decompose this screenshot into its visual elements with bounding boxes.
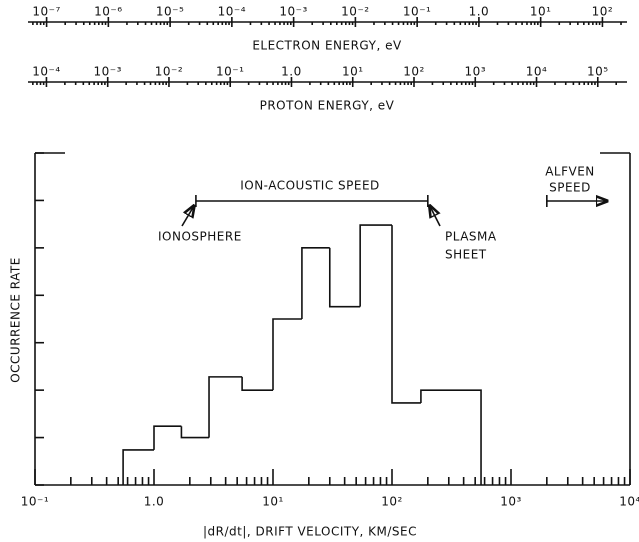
annotation: PLASMA bbox=[445, 230, 497, 244]
pointer bbox=[181, 206, 194, 227]
x-tick-label: 10⁻⁴ bbox=[218, 5, 246, 19]
x-tick-label: 10² bbox=[403, 65, 425, 79]
bar bbox=[241, 376, 273, 391]
x-tick-label: 10⁻⁷ bbox=[32, 5, 60, 19]
x-tick-label: 10² bbox=[592, 5, 614, 19]
annotation: ION-ACOUSTIC SPEED bbox=[240, 179, 380, 193]
x-tick-label: 10² bbox=[381, 495, 403, 509]
x-tick-label: 10⁴ bbox=[619, 495, 639, 509]
x-tick-label: 1.0 bbox=[281, 65, 302, 79]
x-tick-label: 10⁻³ bbox=[93, 65, 121, 79]
x-tick-label: 10⁵ bbox=[587, 65, 609, 79]
x-tick-label: 10⁻¹ bbox=[21, 495, 49, 509]
y-axis-title: OCCURRENCE RATE bbox=[9, 257, 23, 383]
axis-title: PROTON ENERGY, eV bbox=[260, 99, 395, 113]
x-tick-label: 1.0 bbox=[144, 495, 165, 509]
x-tick-label: 10⁻² bbox=[155, 65, 183, 79]
bar bbox=[328, 247, 361, 308]
pointer bbox=[430, 206, 441, 227]
annotation: IONOSPHERE bbox=[158, 230, 242, 244]
x-tick-label: 1.0 bbox=[469, 5, 490, 19]
bar bbox=[122, 449, 154, 485]
annotation: SPEED bbox=[549, 181, 591, 195]
x-axis-title: |dR/dt|, DRIFT VELOCITY, KM/SEC bbox=[203, 525, 417, 539]
x-tick-label: 10⁻¹ bbox=[403, 5, 431, 19]
x-tick-label: 10⁻¹ bbox=[216, 65, 244, 79]
x-tick-label: 10³ bbox=[500, 495, 522, 509]
bar bbox=[301, 247, 330, 319]
annotation: SHEET bbox=[445, 248, 487, 262]
bar bbox=[359, 224, 392, 307]
bar bbox=[420, 389, 482, 485]
x-tick-label: 10⁻⁵ bbox=[156, 5, 184, 19]
x-tick-label: 10¹ bbox=[262, 495, 284, 509]
bar bbox=[391, 225, 421, 404]
bar bbox=[153, 425, 182, 450]
x-tick-label: 10⁻⁶ bbox=[94, 5, 122, 19]
axis-title: ELECTRON ENERGY, eV bbox=[252, 39, 402, 53]
x-tick-label: 10⁻³ bbox=[279, 5, 307, 19]
bar bbox=[180, 426, 210, 439]
x-tick-label: 10¹ bbox=[342, 65, 364, 79]
bar bbox=[208, 376, 243, 438]
x-tick-label: 10⁴ bbox=[526, 65, 548, 79]
x-tick-label: 10⁻² bbox=[341, 5, 369, 19]
bar bbox=[272, 318, 302, 391]
x-tick-label: 10¹ bbox=[530, 5, 552, 19]
x-tick-label: 10⁻⁴ bbox=[32, 65, 60, 79]
x-tick-label: 10³ bbox=[464, 65, 486, 79]
annotation: ALFVEN bbox=[545, 165, 595, 179]
